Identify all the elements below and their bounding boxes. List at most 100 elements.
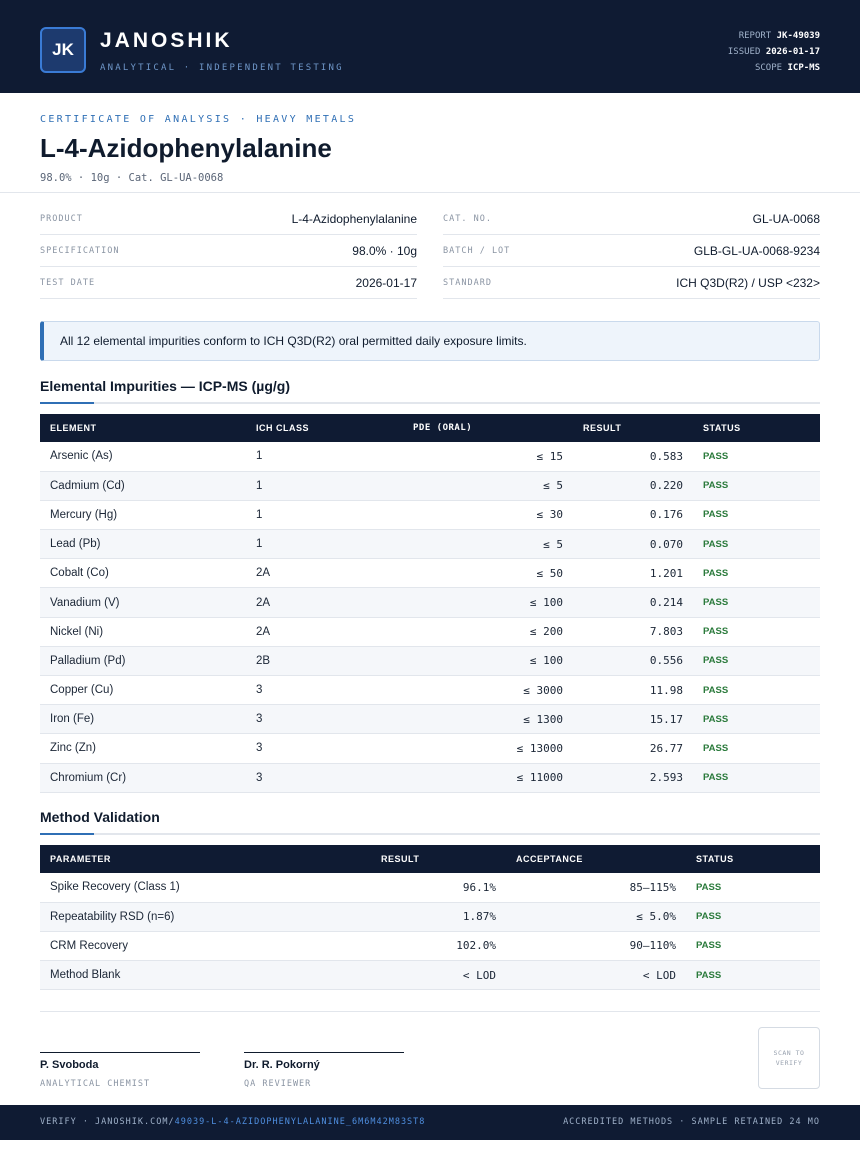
cell-result: 7.803 [573,617,693,647]
info-row-product: PRODUCT L-4-Azidophenylalanine [40,203,417,235]
cell-result: 96.1% [371,873,506,903]
table-row: Palladium (Pd) 2B ≤ 100 0.556 PASS [40,646,820,677]
cell-pde: ≤ 50 [403,558,573,589]
cell-element: Lead (Pb) [40,529,246,560]
section-rule [40,833,820,835]
info-value: L-4-Azidophenylalanine [291,211,417,226]
cell-ich-class: 2B [246,646,403,677]
table-row: Zinc (Zn) 3 ≤ 13000 26.77 PASS [40,733,820,764]
cell-pde: ≤ 100 [403,587,573,618]
cell-status: PASS [693,558,820,589]
cell-pde: ≤ 15 [403,442,573,472]
cell-acceptance: 90–110% [506,931,686,962]
signature-analyst: P. Svoboda ANALYTICAL CHEMIST [40,1052,200,1089]
cell-element: Zinc (Zn) [40,733,246,764]
cell-ich-class: 1 [246,442,403,472]
report-meta: REPORT JK-49039 ISSUED 2026-01-17 SCOPE … [728,28,820,76]
table-row: Copper (Cu) 3 ≤ 3000 11.98 PASS [40,675,820,706]
scope-label: SCOPE [754,63,783,73]
page-title: L-4-Azidophenylalanine [40,133,332,163]
cell-element: Palladium (Pd) [40,646,246,677]
cell-element: Cadmium (Cd) [40,471,246,501]
info-value: 98.0% · 10g [352,243,417,258]
cell-acceptance: ≤ 5.0% [506,902,686,932]
col-header-status: STATUS [696,854,734,864]
col-header-element: ELEMENT [50,423,97,433]
verify-link[interactable]: 49039-L-4-AZIDOPHENYLALANINE_6M6M42M83ST… [174,1117,426,1127]
table-row: Mercury (Hg) 1 ≤ 30 0.176 PASS [40,500,820,531]
table-row: Repeatability RSD (n=6) 1.87% ≤ 5.0% PASS [40,902,820,932]
cell-status: PASS [693,529,820,560]
scope-value: ICP-MS [787,63,820,73]
brand-tagline: ANALYTICAL · INDEPENDENT TESTING [100,63,344,73]
impurities-table: ELEMENT ICH CLASS PDE (ORAL) RESULT STAT… [40,414,820,793]
cell-result: 1.201 [573,558,693,589]
info-key: SPECIFICATION [40,245,120,256]
table-row: Arsenic (As) 1 ≤ 15 0.583 PASS [40,442,820,472]
cell-pde: ≤ 30 [403,500,573,531]
cell-ich-class: 3 [246,675,403,706]
divider [40,1011,820,1012]
cell-ich-class: 2A [246,617,403,647]
info-key: STANDARD [443,277,492,288]
table-row: Method Blank < LOD < LOD PASS [40,960,820,991]
info-grid-right: CAT. NO. GL-UA-0068 BATCH / LOT GLB-GL-U… [443,203,820,299]
cell-element: Iron (Fe) [40,704,246,735]
table-row: Iron (Fe) 3 ≤ 1300 15.17 PASS [40,704,820,735]
cell-result: 0.583 [573,442,693,472]
section-rule [40,402,820,404]
col-header-ich-class: ICH CLASS [256,423,310,433]
signature-reviewer: Dr. R. Pokorný QA REVIEWER [244,1052,404,1089]
cell-ich-class: 1 [246,471,403,501]
divider [0,192,860,193]
cell-parameter: CRM Recovery [40,931,371,962]
report-number: JK-49039 [776,31,820,41]
cell-pde: ≤ 1300 [403,704,573,735]
cell-result: 0.214 [573,587,693,618]
cell-pde: ≤ 3000 [403,675,573,706]
info-key: CAT. NO. [443,213,492,224]
cell-acceptance: < LOD [506,960,686,991]
cell-status: PASS [686,960,820,991]
table-row: Chromium (Cr) 3 ≤ 11000 2.593 PASS [40,763,820,793]
cell-status: PASS [693,763,820,793]
cell-result: 0.220 [573,471,693,501]
cell-result: 2.593 [573,763,693,793]
cell-status: PASS [693,675,820,706]
signature-role: QA REVIEWER [244,1079,312,1089]
conformance-banner: All 12 elemental impurities conform to I… [40,321,820,361]
cell-element: Arsenic (As) [40,442,246,472]
cell-result: 0.176 [573,500,693,531]
table-header-row: ELEMENT ICH CLASS PDE (ORAL) RESULT STAT… [40,414,820,442]
table-row: Lead (Pb) 1 ≤ 5 0.070 PASS [40,529,820,560]
footer-note: ACCREDITED METHODS · SAMPLE RETAINED 24 … [563,1117,820,1127]
issued-label: ISSUED [727,47,761,57]
info-key: PRODUCT [40,213,83,224]
verify-line: VERIFY · JANOSHIK.COM/49039-L-4-AZIDOPHE… [40,1117,425,1127]
table-row: Cobalt (Co) 2A ≤ 50 1.201 PASS [40,558,820,589]
cell-status: PASS [693,500,820,531]
cell-status: PASS [686,931,820,962]
banner-text: All 12 elemental impurities conform to I… [60,334,527,348]
table-header-row: PARAMETER RESULT ACCEPTANCE STATUS [40,845,820,873]
certificate-label: CERTIFICATE OF ANALYSIS · HEAVY METALS [40,114,357,125]
signature-role: ANALYTICAL CHEMIST [40,1079,151,1089]
col-header-result: RESULT [583,423,622,433]
info-row-specification: SPECIFICATION 98.0% · 10g [40,235,417,267]
verify-qr-placeholder[interactable]: SCAN TO VERIFY [758,1027,820,1089]
info-row-test-date: TEST DATE 2026-01-17 [40,267,417,299]
col-header-acceptance: ACCEPTANCE [516,854,583,864]
cell-element: Chromium (Cr) [40,763,246,793]
cell-ich-class: 3 [246,763,403,793]
report-header: JK JANOSHIK ANALYTICAL · INDEPENDENT TES… [0,0,860,93]
cell-status: PASS [693,704,820,735]
cell-acceptance: 85–115% [506,873,686,903]
cell-element: Cobalt (Co) [40,558,246,589]
table-row: CRM Recovery 102.0% 90–110% PASS [40,931,820,962]
cell-ich-class: 2A [246,587,403,618]
cell-status: PASS [693,617,820,647]
impurities-section-title: Elemental Impurities — ICP-MS (µg/g) [40,378,290,394]
info-row-batch: BATCH / LOT GLB-GL-UA-0068-9234 [443,235,820,267]
cell-pde: ≤ 5 [403,529,573,560]
cell-ich-class: 2A [246,558,403,589]
